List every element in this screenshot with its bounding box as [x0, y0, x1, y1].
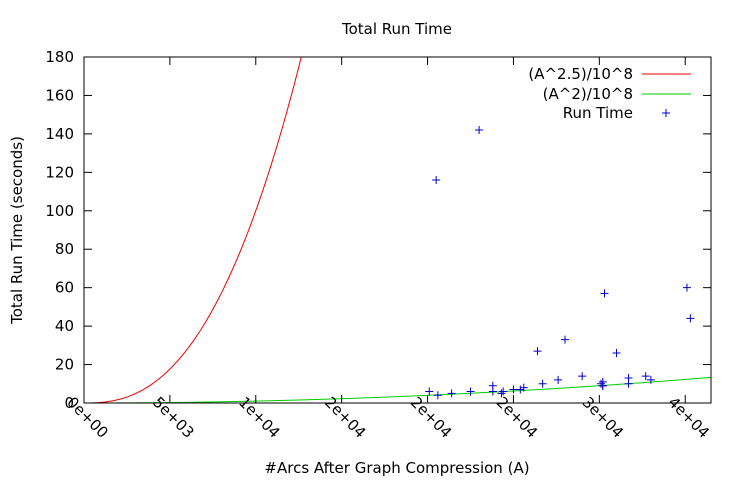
data-point [554, 375, 563, 384]
series-line-1 [84, 376, 711, 403]
data-point [682, 283, 691, 292]
legend-swatch [662, 109, 670, 117]
x-tick-label: 5e+03 [149, 393, 197, 441]
data-point [641, 372, 650, 381]
points-layer [425, 126, 695, 400]
data-point [686, 314, 695, 323]
y-tick-label: 160 [45, 86, 74, 104]
data-point [600, 289, 609, 298]
data-point [432, 176, 441, 185]
data-point [488, 381, 497, 390]
data-point [646, 375, 655, 384]
y-axis: 0 20 40 60 80 100 120 140 160 180 [45, 48, 711, 412]
legend-label: (A^2.5)/10^8 [528, 65, 633, 83]
data-point [447, 389, 456, 398]
data-point [466, 387, 475, 396]
x-axis-label: #Arcs After Graph Compression (A) [264, 459, 529, 477]
x-tick-label: 0e+00 [63, 393, 111, 441]
data-point [516, 385, 525, 394]
data-point [598, 381, 607, 390]
y-axis-label: Total Run Time (seconds) [8, 136, 26, 325]
chart-title: Total Run Time [341, 20, 452, 38]
y-tick-label: 60 [55, 279, 74, 297]
data-point [497, 389, 506, 398]
x-tick-label: 3e+04 [579, 393, 627, 441]
x-tick-label: 2e+04 [407, 393, 455, 441]
x-tick-label: 4e+04 [665, 393, 713, 441]
x-tick-label: 2e+04 [321, 393, 369, 441]
data-point [578, 372, 587, 381]
data-point [538, 379, 547, 388]
legend-label: (A^2)/10^8 [543, 85, 633, 103]
y-tick-label: 20 [55, 356, 74, 374]
y-tick-label: 180 [45, 48, 74, 66]
y-tick-label: 0 [64, 394, 74, 412]
x-tick-label: 2e+04 [493, 393, 541, 441]
series-line-0 [84, 57, 302, 403]
data-point [425, 387, 434, 396]
data-point [433, 391, 442, 400]
data-point [597, 379, 606, 388]
data-point [612, 349, 621, 358]
y-tick-label: 40 [55, 317, 74, 335]
plot-frame [83, 56, 712, 404]
data-point [624, 374, 633, 383]
data-point [475, 126, 484, 135]
y-tick-label: 100 [45, 202, 74, 220]
data-point [509, 385, 518, 394]
y-tick-label: 120 [45, 163, 74, 181]
data-point [560, 335, 569, 344]
y-tick-label: 140 [45, 125, 74, 143]
data-point [499, 387, 508, 396]
legend-label: Run Time [563, 104, 633, 122]
curve-layer [84, 57, 711, 403]
y-tick-label: 80 [55, 240, 74, 258]
data-point [519, 383, 528, 392]
data-point [533, 347, 542, 356]
